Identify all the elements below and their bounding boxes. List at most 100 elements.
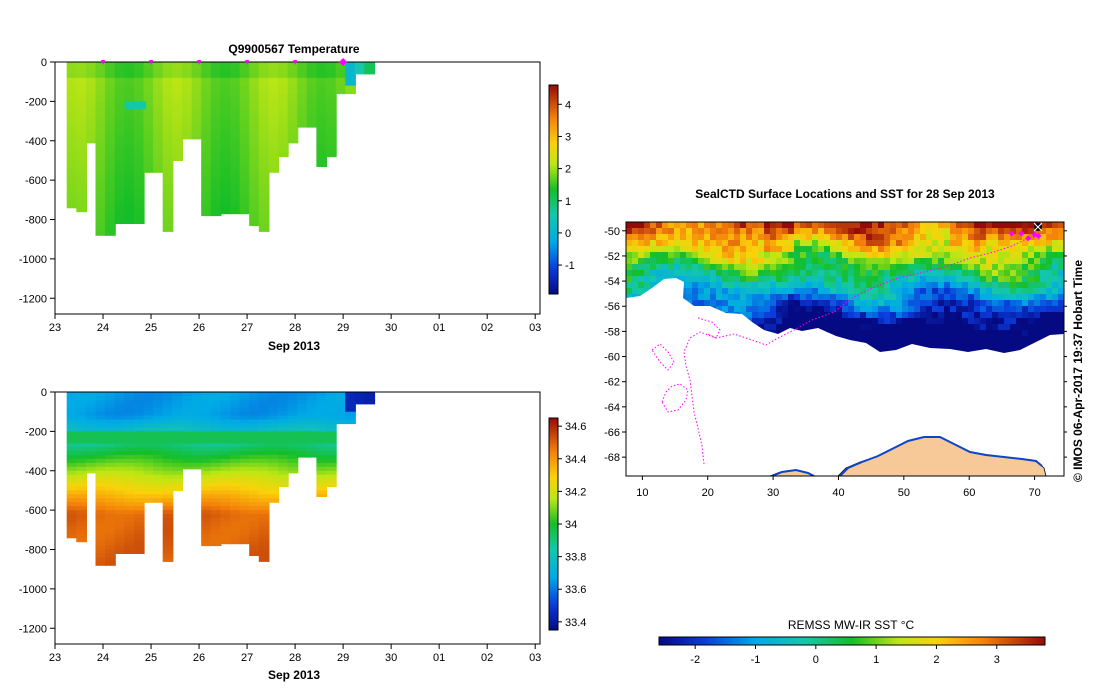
sst-cell <box>782 324 789 331</box>
sst-cell <box>1058 282 1064 289</box>
sst-cell <box>770 258 777 265</box>
sst-cell <box>1058 222 1064 229</box>
section-cell <box>95 419 107 425</box>
sst-cell <box>734 282 741 289</box>
sst-cell <box>914 318 921 325</box>
section-cell <box>220 207 232 213</box>
section-cell <box>133 494 145 499</box>
section-cell <box>191 451 203 456</box>
sst-cell <box>1052 306 1059 313</box>
sst-cell <box>1034 324 1041 331</box>
sst-cell <box>944 258 951 265</box>
section-cell <box>258 160 270 165</box>
section-cell <box>258 553 270 558</box>
section-cell <box>230 427 241 432</box>
section-cell <box>124 211 135 217</box>
sst-cell <box>692 234 699 241</box>
section-cell <box>297 125 308 128</box>
section-cell <box>191 101 203 106</box>
section-cell <box>153 125 164 130</box>
section-cell <box>66 62 78 67</box>
sst-cell <box>974 264 981 271</box>
sst-cell <box>824 264 831 271</box>
sst-cell <box>980 276 987 283</box>
section-cell <box>85 81 97 87</box>
sst-map-panel: SealCTD Surface Locations and SST for 28… <box>604 187 1085 666</box>
sst-cell <box>800 270 807 277</box>
sst-cell <box>998 270 1005 277</box>
section-cell <box>306 69 318 75</box>
section-cell <box>76 518 87 523</box>
sst-cell <box>932 246 939 253</box>
section-cell <box>143 81 155 87</box>
sst-cell <box>764 252 771 259</box>
section-cell <box>76 510 87 515</box>
sst-cell <box>1022 264 1029 271</box>
sst-cell <box>692 258 699 265</box>
sst-cell <box>992 306 999 313</box>
y-tick-label: -600 <box>25 505 47 517</box>
sst-cell <box>1058 234 1064 241</box>
x-tick-label: 30 <box>385 652 397 664</box>
section-cell <box>278 407 289 413</box>
sst-cell <box>890 300 897 307</box>
sst-cell <box>932 228 939 235</box>
section-cell <box>133 164 145 169</box>
sst-cell <box>860 324 867 331</box>
sst-cell <box>1022 330 1029 337</box>
sst-cell <box>740 276 747 283</box>
section-cell <box>258 439 270 444</box>
sst-cell <box>884 222 891 229</box>
section-cell <box>124 455 135 460</box>
section-cell <box>220 407 232 413</box>
section-cell <box>76 199 87 205</box>
sst-cell <box>998 276 1005 283</box>
section-cell <box>182 101 193 106</box>
section-cell <box>162 105 174 110</box>
section-cell <box>210 62 222 67</box>
section-cell <box>105 482 116 488</box>
profile-column <box>182 392 193 470</box>
section-cell <box>210 474 222 480</box>
section-cell <box>162 152 174 158</box>
sst-cell <box>1022 276 1029 283</box>
section-cell <box>66 502 78 507</box>
sst-cell <box>986 282 993 289</box>
section-cell <box>220 533 232 539</box>
section-cell <box>220 447 232 452</box>
section-cell <box>76 423 87 428</box>
section-cell <box>258 392 270 397</box>
map-y-tick-label: -50 <box>604 226 620 238</box>
colorbar-tick-label: 0 <box>565 228 571 240</box>
sst-cell <box>698 228 705 235</box>
section-cell <box>316 62 328 67</box>
section-cell <box>85 451 97 456</box>
sst-cell <box>890 270 897 277</box>
sst-cell <box>878 264 885 271</box>
section-cell <box>230 128 241 134</box>
section-cell <box>287 62 299 67</box>
sst-cell <box>860 258 867 265</box>
section-cell <box>143 105 155 110</box>
sst-cell <box>770 282 777 289</box>
section-cell <box>326 419 337 425</box>
section-cell <box>220 435 232 440</box>
sst-cell <box>734 246 741 253</box>
section-cell <box>76 172 87 177</box>
section-cell <box>287 466 299 472</box>
sst-cell <box>962 342 969 349</box>
section-cell <box>268 156 280 161</box>
section-cell <box>287 443 299 448</box>
section-cell <box>287 85 299 91</box>
section-cell <box>201 85 212 91</box>
section-cell <box>76 203 87 209</box>
sst-cell <box>638 234 645 241</box>
section-cell <box>114 431 126 436</box>
sst-cell <box>674 240 681 247</box>
section-cell <box>124 399 135 405</box>
sst-cell <box>758 270 765 277</box>
section-cell <box>124 156 135 161</box>
section-cell <box>239 207 251 213</box>
sst-cell <box>656 252 663 259</box>
